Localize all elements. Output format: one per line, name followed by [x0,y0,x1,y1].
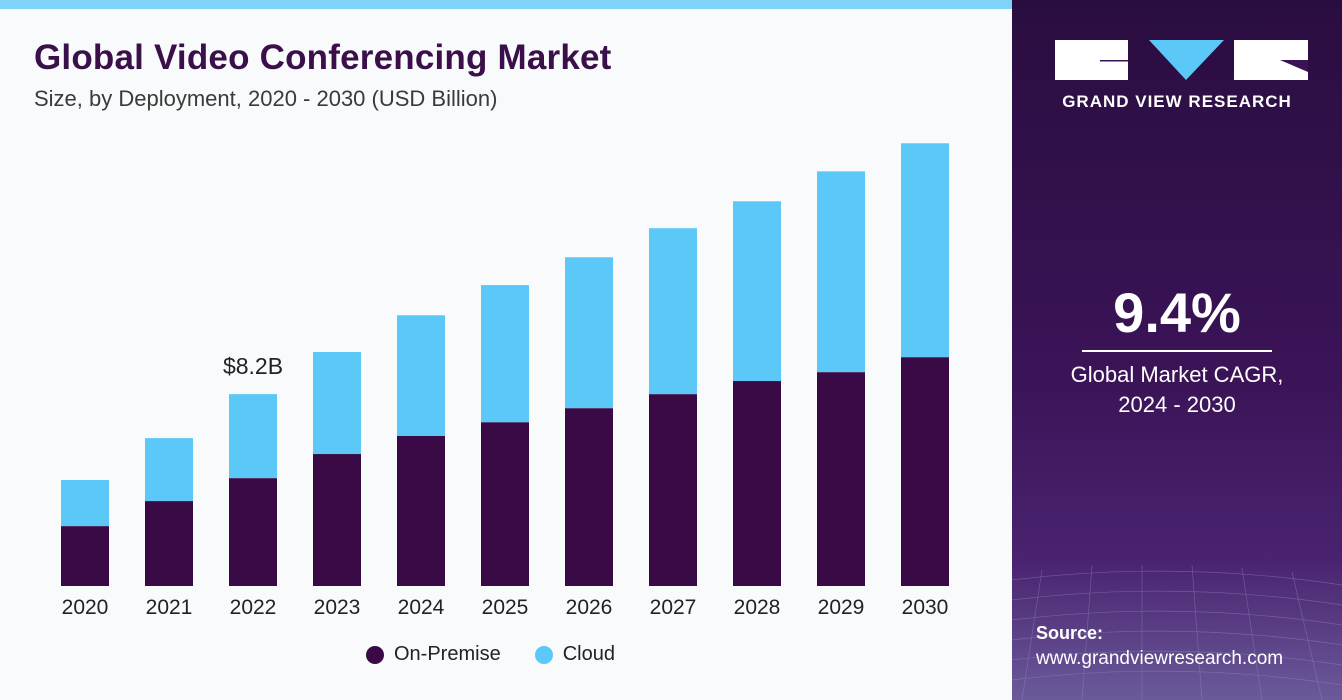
x-tick-label: 2025 [482,596,529,619]
legend-item-on-premise: On-Premise [366,643,501,666]
cagr-label-line1: Global Market CAGR, [1070,362,1284,387]
legend: On-Premise Cloud [366,643,615,666]
x-tick-label: 2029 [818,596,865,619]
source-url[interactable]: www.grandviewresearch.com [1036,648,1284,669]
bar-cloud-2023 [313,352,361,455]
bar-cloud-2026 [565,257,613,409]
cagr-label: Global Market CAGR, 2024 - 2030 [1012,360,1342,420]
bar-cloud-2024 [397,315,445,437]
x-tick-label: 2020 [62,596,109,619]
cagr-label-line2: 2024 - 2030 [1118,392,1236,417]
bar-chart: 2020 2021 2022 2023 2024 2025 2026 2027 2028 2029… [61,143,949,619]
chart-subtitle: Size, by Deployment, 2020 - 2030 (USD Bi… [34,86,498,111]
source-label: Source: [1036,623,1104,643]
legend-label: Cloud [562,643,615,665]
bar-cloud-2030 [901,143,949,358]
bar-cloud-2021 [145,438,193,502]
x-tick-label: 2022 [230,596,277,619]
bar-on-premise-2023 [313,454,361,586]
chart-panel: Global Video Conferencing Market Size, b… [0,0,1012,666]
chart-title: Global Video Conferencing Market [34,38,612,77]
bar-on-premise-2022 [229,478,277,586]
bar-on-premise-2026 [565,408,613,586]
bar-cloud-2029 [817,171,865,373]
bar-on-premise-2030 [901,357,949,586]
brand-name: GRAND VIEW RESEARCH [1062,92,1292,111]
x-tick-label: 2024 [398,596,445,619]
cagr-value: 9.4% [1113,281,1241,344]
data-label: $8.2B [223,353,283,379]
bar-on-premise-2027 [649,394,697,586]
x-tick-label: 2030 [902,596,949,619]
legend-item-cloud: Cloud [534,643,615,666]
x-tick-label: 2026 [566,596,613,619]
x-tick-label: 2027 [650,596,697,619]
x-tick-label: 2021 [146,596,193,619]
bar-on-premise-2020 [61,526,109,586]
bar-cloud-2022 [229,394,277,479]
bar-cloud-2020 [61,479,109,527]
top-accent-strip [0,0,1012,9]
bar-cloud-2028 [733,201,781,382]
bar-on-premise-2028 [733,381,781,586]
bar-cloud-2025 [481,285,529,423]
wave-grid-decoration [1012,564,1342,700]
legend-swatch-cloud [534,645,553,664]
divider [1082,350,1272,352]
bar-on-premise-2029 [817,372,865,586]
bar-on-premise-2024 [397,436,445,586]
grand-view-research-logo [1055,40,1308,80]
legend-label: On-Premise [394,643,501,665]
x-tick-label: 2028 [734,596,781,619]
info-panel: GRAND VIEW RESEARCH 9.4% Global Market C… [1012,0,1342,700]
bar-on-premise-2021 [145,501,193,586]
bar-cloud-2027 [649,228,697,395]
brand-graphics [1012,40,1342,700]
x-tick-label: 2023 [314,596,361,619]
legend-swatch-on-premise [366,645,384,664]
bar-on-premise-2025 [481,422,529,586]
